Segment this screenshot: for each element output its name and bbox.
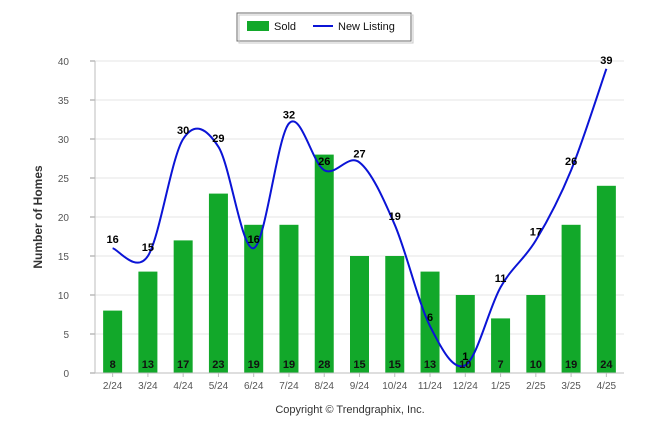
line-value-label: 26 <box>318 156 330 168</box>
legend-label-sold: Sold <box>274 21 296 33</box>
bar-value-label: 15 <box>353 359 365 371</box>
x-tick-label: 12/24 <box>453 381 478 392</box>
bar-sold <box>314 154 334 373</box>
bar-value-label: 15 <box>389 359 401 371</box>
bar-value-label: 19 <box>565 359 577 371</box>
bar-value-label: 23 <box>212 359 224 371</box>
axes: 0 5 10 15 20 25 30 35 40 2/24 3/24 4/24 5/24 6/24 7/24… <box>58 57 624 392</box>
bar-sold <box>279 224 299 373</box>
bar-value-label: 17 <box>177 359 189 371</box>
x-tick-label: 11/24 <box>418 381 443 392</box>
bars-sold <box>103 154 616 373</box>
line-value-label: 29 <box>212 133 224 145</box>
line-value-label: 32 <box>283 109 295 121</box>
bar-value-label: 7 <box>498 359 504 371</box>
line-new-listing <box>112 68 608 368</box>
legend-label-new-listing: New Listing <box>338 21 395 33</box>
x-tick-label: 10/24 <box>382 381 407 392</box>
bar-value-label: 19 <box>283 359 295 371</box>
y-tick-label: 20 <box>58 213 70 224</box>
line-value-label: 16 <box>107 234 119 246</box>
x-tick-label: 7/24 <box>279 381 299 392</box>
x-tick-label: 5/24 <box>209 381 229 392</box>
legend-shadow <box>238 14 414 44</box>
y-tick-label: 0 <box>63 369 69 380</box>
bar-value-label: 24 <box>600 359 613 371</box>
bar-value-label: 28 <box>318 359 330 371</box>
bar-sold <box>138 271 158 373</box>
bar-value-label: 19 <box>248 359 260 371</box>
line-value-label: 26 <box>565 156 577 168</box>
bar-sold <box>420 271 440 373</box>
bar-value-label: 10 <box>530 359 542 371</box>
x-tick-label: 3/25 <box>561 381 581 392</box>
bar-value-label: 13 <box>424 359 436 371</box>
x-tick-label: 4/24 <box>173 381 193 392</box>
y-tick-label: 5 <box>63 330 69 341</box>
line-value-label: 30 <box>177 125 189 137</box>
new-listing-line-path <box>112 68 608 368</box>
line-value-label: 39 <box>600 55 612 67</box>
legend-swatch-sold <box>247 21 269 31</box>
copyright-text: Copyright © Trendgraphix, Inc. <box>275 404 424 416</box>
y-tick-label: 35 <box>58 96 70 107</box>
y-tick-label: 10 <box>58 291 70 302</box>
data-labels: 8 13 17 23 19 19 28 15 15 13 10 7 10 19 24161530291632… <box>107 55 614 371</box>
y-tick-label: 15 <box>58 252 70 263</box>
x-tick-label: 6/24 <box>244 381 264 392</box>
x-tick-label: 1/25 <box>491 381 511 392</box>
bar-sold <box>491 318 511 373</box>
bar-sold <box>103 310 123 373</box>
line-value-label: 15 <box>142 242 154 254</box>
line-value-label: 11 <box>495 273 507 285</box>
bar-value-label: 8 <box>110 359 116 371</box>
bar-sold <box>561 224 581 373</box>
line-value-label: 27 <box>353 148 365 160</box>
x-tick-label: 4/25 <box>597 381 617 392</box>
x-tick-label: 9/24 <box>350 381 370 392</box>
legend: Sold New Listing <box>236 12 414 44</box>
x-tick-label: 2/25 <box>526 381 546 392</box>
bar-sold <box>208 193 228 373</box>
bar-value-label: 13 <box>142 359 154 371</box>
bar-sold <box>244 224 264 373</box>
bar-sold <box>455 295 475 373</box>
y-tick-label: 30 <box>58 135 70 146</box>
y-tick-label: 40 <box>58 57 70 68</box>
bar-sold <box>526 295 546 373</box>
y-axis-title: Number of Homes <box>31 165 45 269</box>
y-tick-label: 25 <box>58 174 70 185</box>
bar-sold <box>385 256 405 373</box>
bar-sold <box>350 256 369 373</box>
line-value-label: 16 <box>248 234 260 246</box>
bar-sold <box>173 240 193 373</box>
x-tick-label: 3/24 <box>138 381 158 392</box>
bar-sold <box>596 185 616 373</box>
x-tick-label: 8/24 <box>314 381 334 392</box>
line-value-label: 19 <box>389 211 401 223</box>
line-value-label: 17 <box>530 226 542 238</box>
x-tick-label: 2/24 <box>103 381 123 392</box>
line-value-label: 6 <box>427 312 433 324</box>
bar-value-label: 10 <box>459 359 471 371</box>
line-value-label: 1 <box>462 351 468 363</box>
